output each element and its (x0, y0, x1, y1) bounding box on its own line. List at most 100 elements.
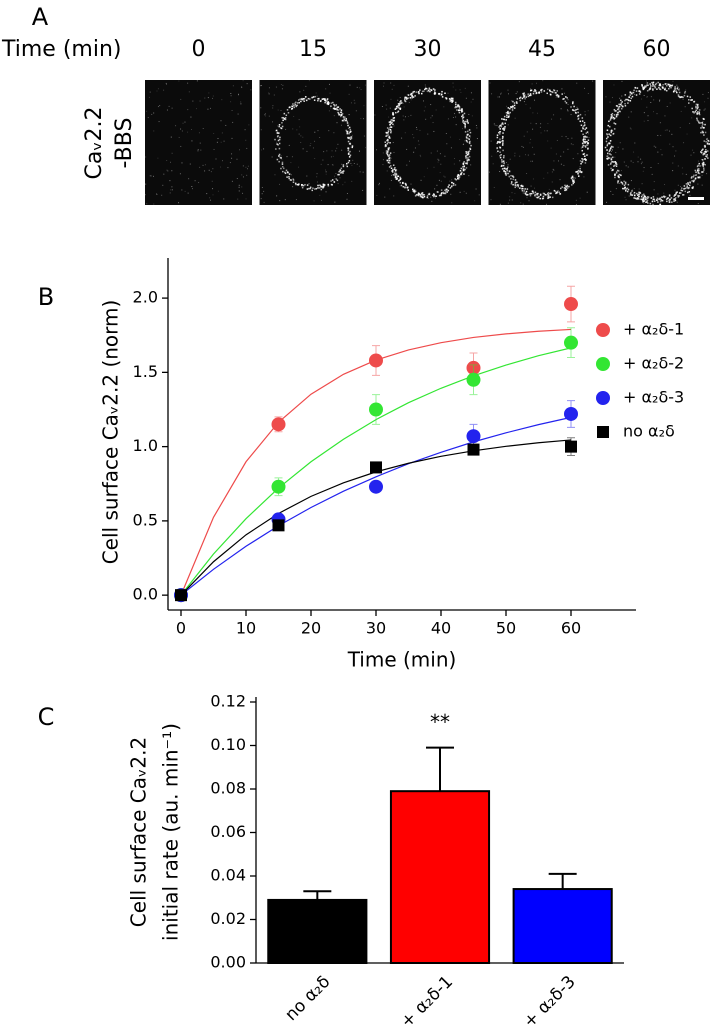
noise (306, 175, 308, 177)
signal (707, 157, 709, 159)
noise (632, 193, 634, 195)
signal (634, 194, 636, 196)
data-point (565, 440, 577, 453)
signal (412, 188, 414, 191)
noise (472, 98, 474, 100)
signal (701, 121, 704, 124)
noise (555, 97, 557, 99)
signal (625, 190, 627, 192)
noise (437, 158, 439, 160)
noise (399, 97, 401, 99)
signal (552, 91, 554, 94)
signal (689, 184, 691, 187)
signal (392, 123, 394, 126)
signal (399, 103, 401, 106)
signal (499, 131, 501, 133)
signal (609, 153, 611, 155)
signal (624, 94, 627, 96)
noise (652, 111, 654, 113)
noise (530, 185, 532, 187)
noise (677, 184, 679, 186)
signal (633, 191, 636, 194)
signal (662, 87, 664, 89)
signal (457, 104, 459, 107)
noise (334, 175, 336, 177)
signal (617, 108, 619, 111)
signal (659, 200, 662, 203)
noise (548, 188, 550, 190)
signal (549, 93, 552, 96)
signal (462, 120, 464, 122)
signal (698, 111, 701, 113)
signal (462, 114, 464, 116)
signal (509, 111, 511, 114)
noise (150, 175, 152, 177)
signal (466, 120, 469, 122)
noise (691, 117, 693, 119)
signal (534, 191, 537, 194)
signal (409, 97, 412, 99)
signal (330, 183, 333, 186)
signal (618, 176, 620, 179)
signal (584, 138, 586, 141)
data-point (564, 406, 578, 421)
noise (640, 163, 642, 165)
noise (260, 198, 262, 200)
signal (322, 185, 324, 188)
noise (653, 99, 655, 101)
signal (278, 153, 281, 156)
signal (421, 90, 424, 93)
signal (653, 198, 656, 201)
signal (393, 168, 396, 171)
signal (292, 103, 294, 105)
signal (465, 155, 467, 157)
noise (353, 99, 355, 101)
signal (674, 198, 676, 200)
noise (178, 80, 180, 82)
signal (400, 102, 402, 104)
signal (584, 128, 586, 131)
noise (156, 193, 158, 195)
noise (202, 164, 204, 166)
signal (323, 184, 326, 186)
signal (655, 82, 658, 85)
signal (278, 123, 281, 126)
noise (281, 88, 283, 90)
noise (706, 173, 708, 175)
signal (457, 109, 460, 111)
signal (614, 110, 616, 112)
signal (399, 101, 401, 103)
signal (443, 192, 445, 195)
signal (695, 106, 697, 109)
signal (556, 94, 559, 96)
noise (320, 199, 322, 201)
signal (519, 96, 522, 99)
signal (455, 178, 457, 181)
noise (551, 118, 553, 120)
signal (278, 155, 280, 157)
signal (585, 159, 587, 161)
noise (180, 128, 182, 130)
noise (171, 107, 173, 109)
signal (629, 193, 632, 195)
signal (611, 115, 613, 117)
signal (619, 103, 622, 106)
signal (523, 94, 526, 97)
noise (527, 154, 529, 156)
noise (231, 180, 233, 182)
noise (560, 155, 562, 157)
signal (704, 131, 707, 134)
signal (696, 113, 699, 115)
signal (556, 90, 558, 92)
signal (534, 194, 536, 197)
signal (571, 176, 573, 179)
signal (577, 173, 579, 175)
signal (670, 85, 672, 87)
signal (666, 200, 668, 203)
signal (505, 172, 507, 175)
noise (182, 122, 184, 124)
signal (410, 92, 413, 95)
noise (646, 106, 648, 108)
noise (659, 122, 661, 124)
signal (537, 196, 539, 199)
